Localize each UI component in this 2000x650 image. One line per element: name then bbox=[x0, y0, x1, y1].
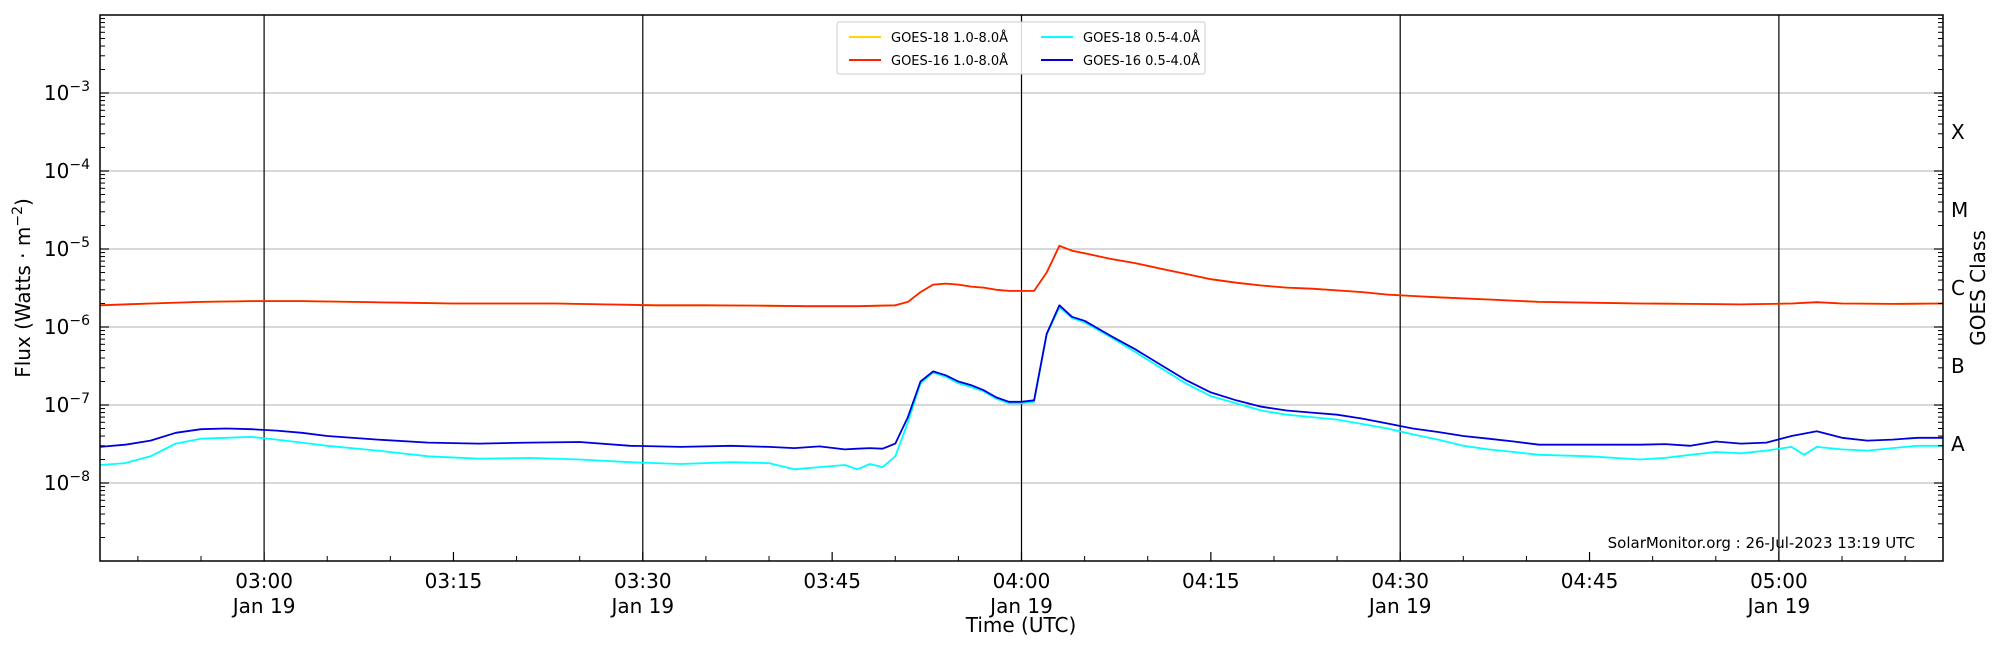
y-axis-ticks: 10−8 10−7 10−6 10−5 10−4 10−3 bbox=[44, 18, 1943, 539]
x-tick-label-7: 04:45 bbox=[1561, 569, 1619, 593]
x-tick-label-5: 04:15 bbox=[1182, 569, 1240, 593]
y-tick-label-0: 10−8 bbox=[44, 469, 90, 495]
goes-class-axis-label: GOES Class bbox=[1966, 230, 1990, 346]
legend-label-1: GOES-16 1.0-8.0Å bbox=[891, 53, 1008, 69]
y-axis-label: Flux (Watts · m−2) bbox=[10, 198, 35, 378]
legend-label-0: GOES-18 1.0-8.0Å bbox=[891, 30, 1008, 46]
y-tick-label-3: 10−5 bbox=[44, 235, 90, 261]
legend-label-2: GOES-18 0.5-4.0Å bbox=[1083, 30, 1200, 46]
x-tick-label-4: 04:00 bbox=[993, 569, 1051, 593]
x-tick-date-6: Jan 19 bbox=[1367, 594, 1432, 618]
legend-item-2: GOES-18 0.5-4.0Å bbox=[1041, 30, 1200, 46]
x-tick-date-4: Jan 19 bbox=[988, 594, 1053, 618]
goes-class-label-a: A bbox=[1951, 432, 1965, 456]
goes-class-label-c: C bbox=[1951, 276, 1965, 300]
x-tick-label-8: 05:00 bbox=[1750, 569, 1808, 593]
goes-class-labels: A B C M X bbox=[1951, 120, 1968, 456]
series-line-3 bbox=[100, 304, 1943, 451]
day-separator-lines bbox=[263, 15, 1780, 561]
x-tick-label-1: 03:15 bbox=[425, 569, 483, 593]
y-tick-label-5: 10−3 bbox=[44, 79, 90, 105]
y-axis-label-close: ) bbox=[11, 198, 35, 206]
legend-item-0: GOES-18 1.0-8.0Å bbox=[849, 30, 1008, 46]
y-tick-label-4: 10−4 bbox=[44, 157, 90, 183]
y-tick-label-1: 10−7 bbox=[44, 391, 90, 417]
watermark-text: SolarMonitor.org : 26-Jul-2023 13:19 UTC bbox=[1608, 534, 1915, 552]
legend-label-3: GOES-16 0.5-4.0Å bbox=[1083, 53, 1200, 69]
y-tick-label-2: 10−6 bbox=[44, 313, 90, 339]
series-line-1 bbox=[100, 244, 1943, 308]
x-axis-label: Time (UTC) bbox=[965, 613, 1077, 637]
legend-item-3: GOES-16 0.5-4.0Å bbox=[1041, 53, 1200, 69]
x-tick-label-0: 03:00 bbox=[235, 569, 293, 593]
x-tick-label-2: 03:30 bbox=[614, 569, 672, 593]
x-tick-label-6: 04:30 bbox=[1371, 569, 1429, 593]
x-tick-date-8: Jan 19 bbox=[1746, 594, 1811, 618]
legend-item-1: GOES-16 1.0-8.0Å bbox=[849, 53, 1008, 69]
x-tick-date-2: Jan 19 bbox=[609, 594, 674, 618]
legend-box bbox=[836, 21, 1206, 75]
goes-class-label-x: X bbox=[1951, 120, 1965, 144]
series-lines bbox=[100, 244, 1943, 471]
x-tick-date-0: Jan 19 bbox=[231, 594, 296, 618]
y-axis-label-exponent: −2 bbox=[10, 206, 26, 227]
x-tick-label-3: 03:45 bbox=[803, 569, 861, 593]
goes-class-label-m: M bbox=[1951, 198, 1968, 222]
legend: GOES-18 1.0-8.0Å GOES-16 1.0-8.0Å GOES-18 … bbox=[836, 21, 1206, 75]
y-axis-label-text: Flux (Watts · m bbox=[11, 227, 35, 378]
goes-class-label-b: B bbox=[1951, 354, 1965, 378]
